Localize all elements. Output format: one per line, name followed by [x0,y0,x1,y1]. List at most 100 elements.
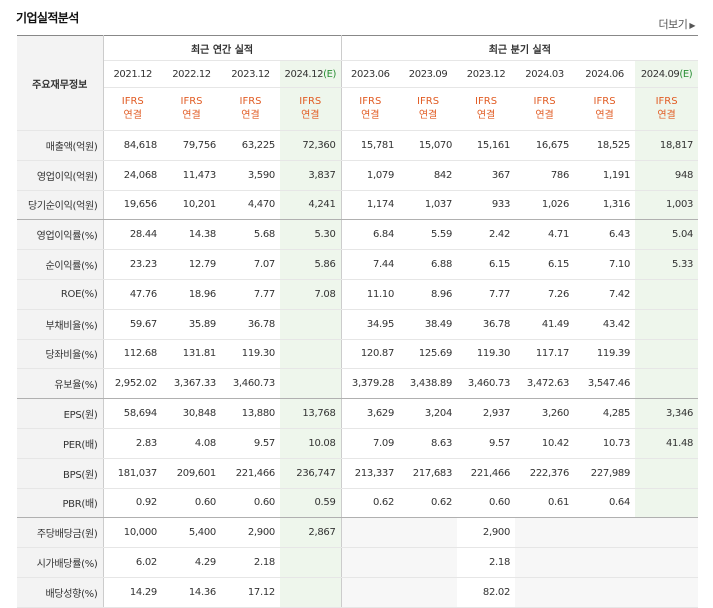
ifrs-cell: IFRS 연결 [635,87,699,131]
value-cell [399,577,458,608]
value-cell: 1,174 [341,190,400,221]
ifrs-label: IFRS [417,96,440,107]
value-cell: 0.92 [103,488,162,519]
period-label: 2023.12 [466,68,506,80]
consolidated-label: 연결 [418,110,438,121]
table-row: 순이익률(%) 23.23 12.79 7.07 5.86 7.44 6.88 6.15 6.1… [17,249,699,280]
table-row: 유보율(%) 2,952.02 3,367.33 3,460.73 3,379.28 3,… [17,368,699,400]
period-header: 2022.12 [162,60,221,88]
value-cell: 221,466 [221,458,280,489]
period-label: 2023.12 [231,68,270,80]
value-cell: 3,260 [515,398,575,429]
value-cell: 4.29 [162,547,221,578]
value-cell: 119.30 [457,339,516,370]
ifrs-label: IFRS [180,96,203,107]
value-cell: 933 [457,190,516,221]
value-cell: 0.62 [399,488,458,519]
value-cell: 23.23 [103,249,162,280]
value-cell: 2,937 [457,398,516,429]
value-cell: 84,618 [103,130,162,161]
more-link[interactable]: 더보기 ▶ [658,16,695,32]
value-cell: 34.95 [341,309,400,340]
value-cell: 82.02 [457,577,516,608]
value-cell [280,368,342,400]
ifrs-label: IFRS [593,96,616,107]
value-cell: 3,204 [399,398,458,429]
corner-label: 주요재무정보 [17,35,104,131]
period-header: 2023.12 [457,60,516,88]
period-label: 2021.12 [113,68,153,80]
ifrs-label: IFRS [299,96,322,107]
consolidated-label: 연결 [657,110,676,121]
value-cell [635,517,699,549]
value-cell: 14.38 [162,219,221,251]
value-cell: 6.15 [515,249,575,280]
value-cell: 4.71 [515,219,575,251]
value-cell: 79,756 [162,130,221,161]
value-cell: 4,241 [280,190,342,221]
value-cell: 14.29 [103,577,162,608]
value-cell: 1,316 [574,190,636,221]
period-header: 2024.09(E) [635,60,699,88]
value-cell: 13,768 [280,398,342,429]
value-cell: 3,547.46 [574,368,636,400]
table-row: 영업이익(억원) 24,068 11,473 3,590 3,837 1,079 842 36… [17,160,699,191]
value-cell: 1,079 [341,160,400,191]
value-cell: 18.96 [162,279,221,310]
value-cell: 19,656 [103,190,162,221]
value-cell [574,517,636,549]
value-cell [635,547,699,578]
value-cell: 7.26 [515,279,575,310]
value-cell: 5.33 [635,249,699,280]
value-cell: 125.69 [399,339,458,370]
value-cell: 13,880 [221,398,280,429]
ifrs-cell: IFRS 연결 [574,87,636,131]
row-label: 매출액(억원) [17,130,104,161]
value-cell: 2,900 [221,517,280,549]
value-cell [280,577,342,608]
value-cell: 3,590 [221,160,280,191]
more-label: 더보기 [658,18,688,31]
value-cell: 10.42 [515,428,575,459]
value-cell: 222,376 [515,458,575,489]
value-cell: 7.42 [574,279,636,310]
value-cell: 119.30 [221,339,280,370]
row-label: 당기순이익(억원) [17,190,104,221]
value-cell: 131.81 [162,339,221,370]
value-cell: 5.86 [280,249,342,280]
value-cell: 2,952.02 [103,368,162,400]
value-cell: 7.07 [221,249,280,280]
value-cell: 72,360 [280,130,342,161]
ifrs-cell: IFRS 연결 [341,87,400,131]
ifrs-label: IFRS [533,96,556,107]
value-cell: 842 [399,160,458,191]
value-cell: 63,225 [221,130,280,161]
row-label: 유보율(%) [17,368,104,400]
value-cell [341,577,400,608]
period-header: 2024.12(E) [280,60,342,88]
value-cell: 367 [457,160,516,191]
table-row: 당좌비율(%) 112.68 131.81 119.30 120.87 125.69 119… [17,339,699,370]
table-row: 시가배당률(%) 6.02 4.29 2.18 2.18 [17,547,699,578]
period-label: 2024.06 [585,68,624,80]
value-cell: 236,747 [280,458,342,489]
value-cell: 0.60 [457,488,516,519]
value-cell [280,339,342,370]
value-cell: 3,472.63 [515,368,575,400]
value-cell [635,458,699,489]
value-cell: 0.61 [515,488,575,519]
value-cell: 17.12 [221,577,280,608]
value-cell [574,577,636,608]
value-cell [515,547,575,578]
value-cell: 15,070 [399,130,458,161]
value-cell: 11.10 [341,279,400,310]
value-cell: 1,037 [399,190,458,221]
value-cell: 1,026 [515,190,575,221]
period-header: 2023.12 [221,60,280,88]
value-cell: 786 [515,160,575,191]
value-cell: 3,367.33 [162,368,221,400]
value-cell: 6.88 [399,249,458,280]
period-label: 2023.06 [351,68,390,80]
value-cell: 0.62 [341,488,400,519]
value-cell: 2,900 [457,517,516,549]
